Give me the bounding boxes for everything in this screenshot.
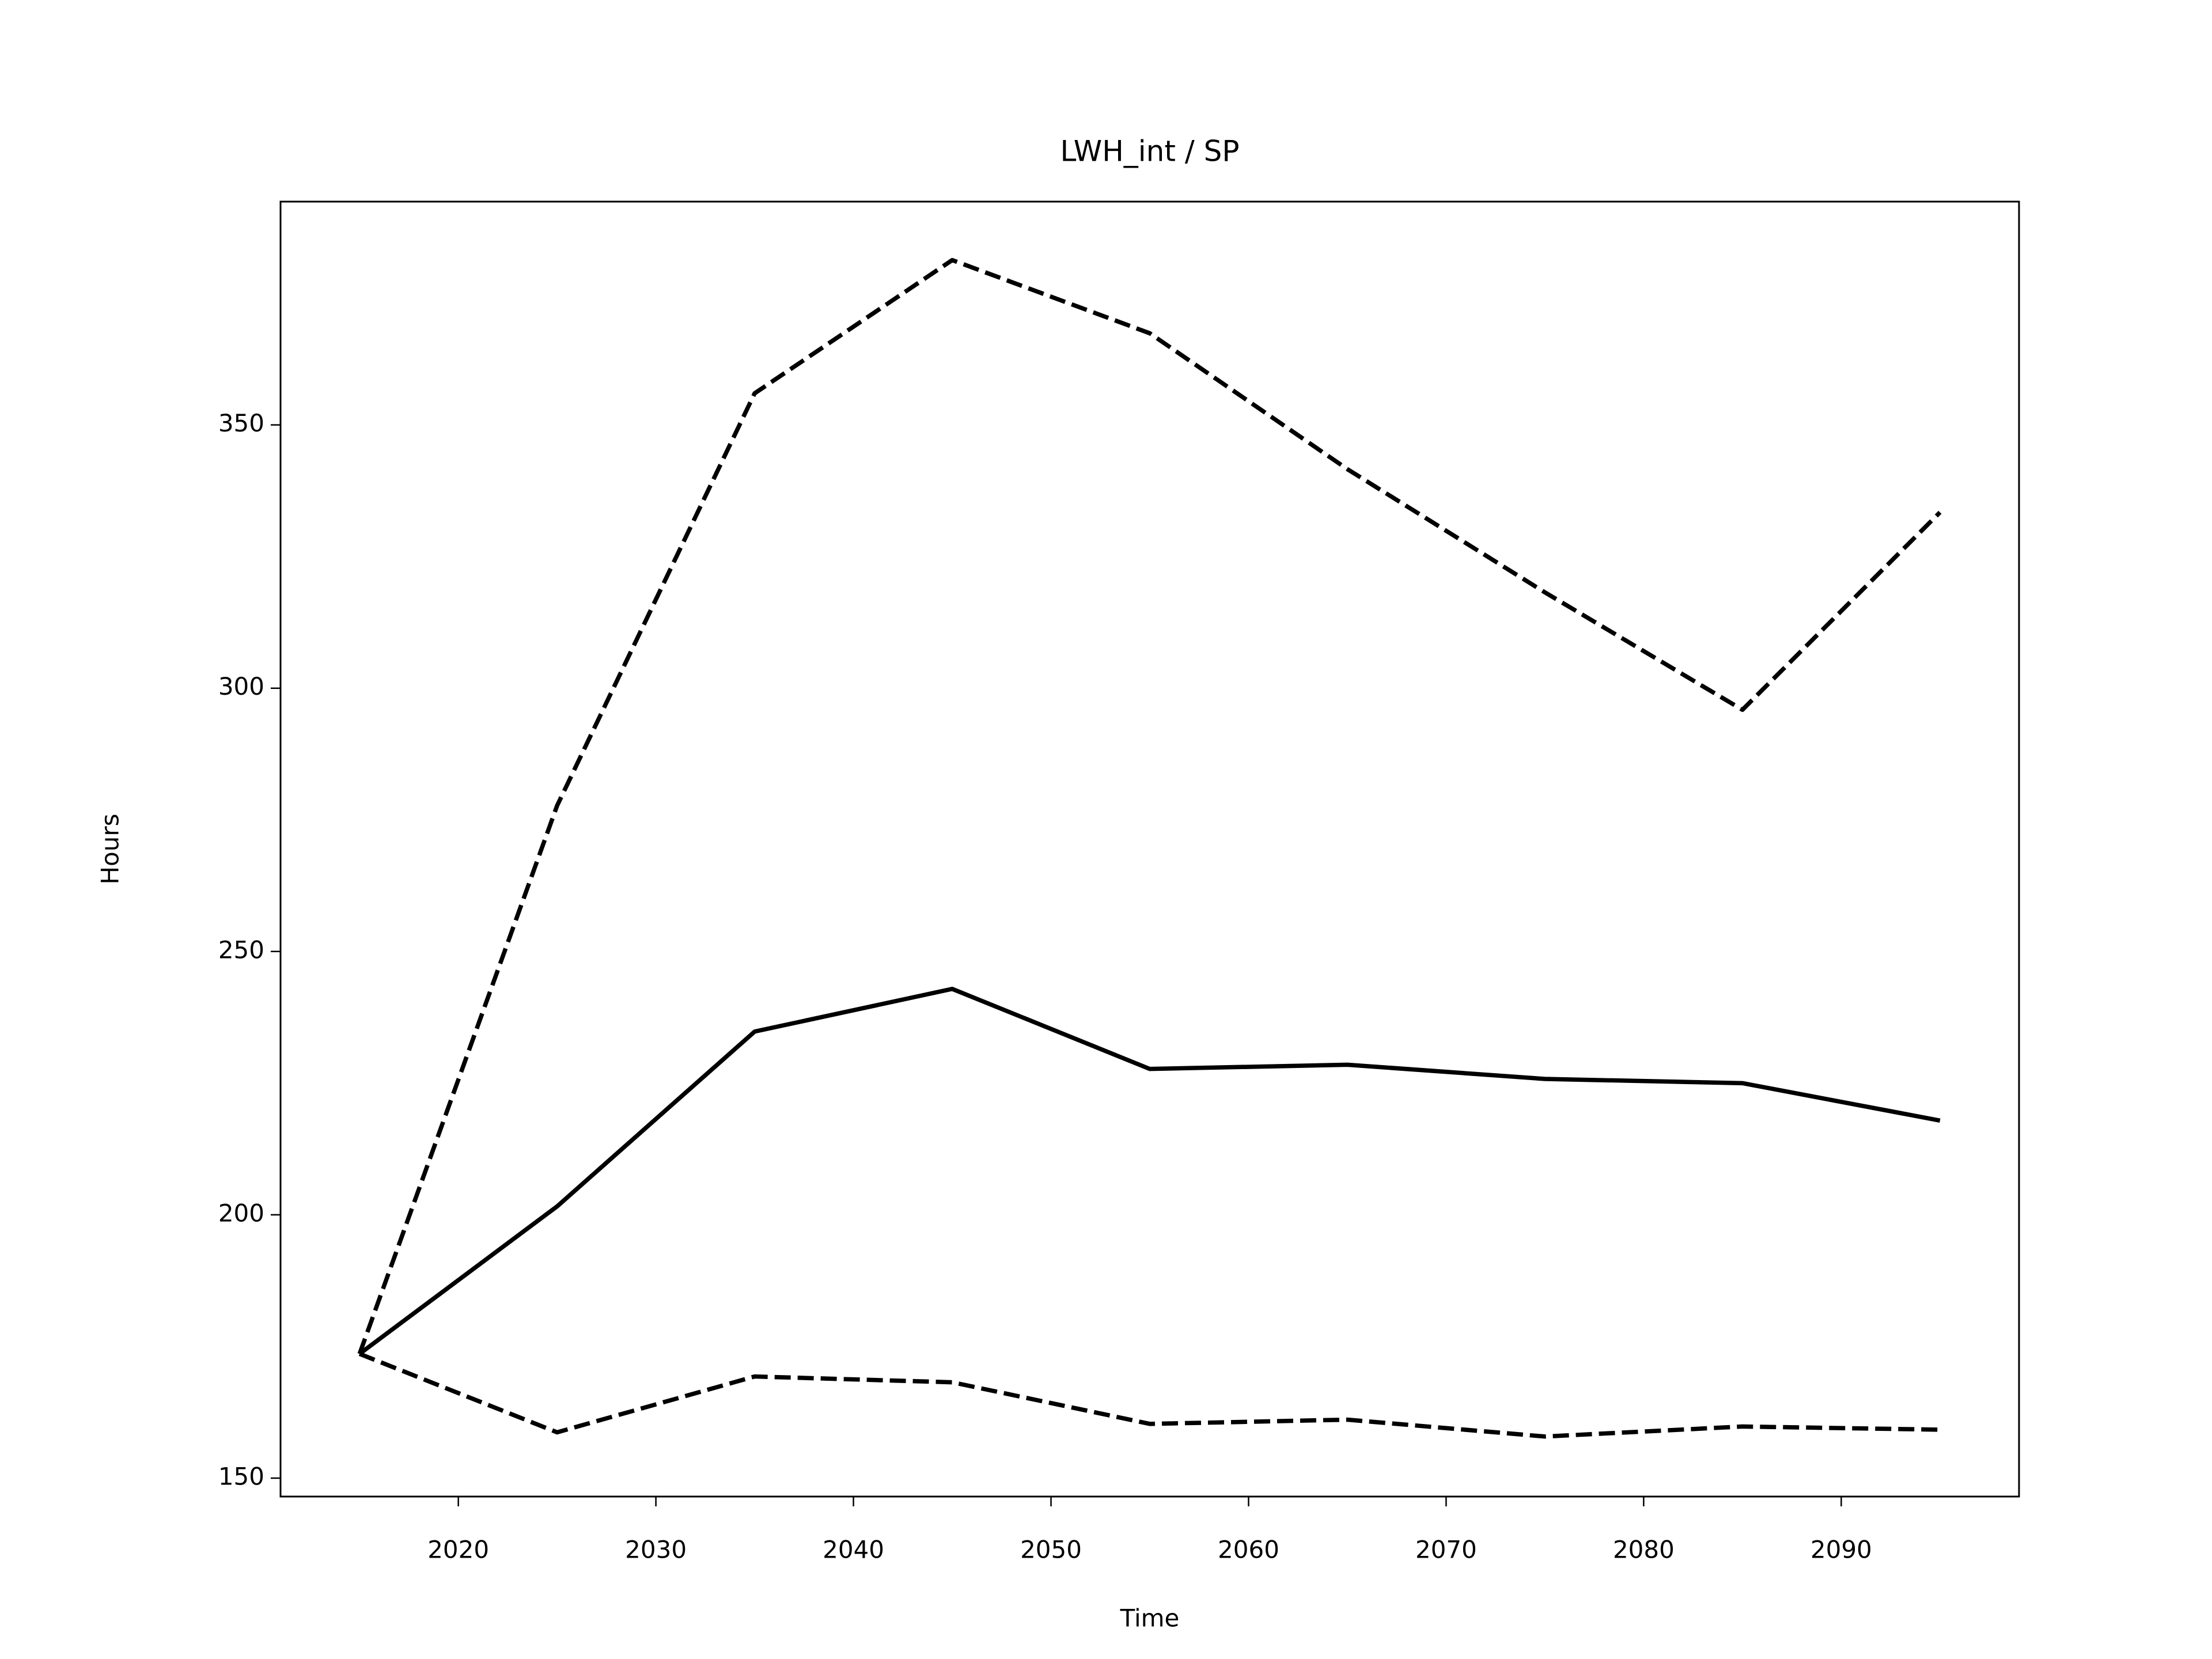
x-axis-label: Time (1120, 1604, 1180, 1633)
x-tick-label: 2090 (1810, 1536, 1872, 1564)
plot-frame (279, 200, 2020, 1498)
x-tick-label: 2030 (625, 1536, 687, 1564)
line-series (358, 986, 1941, 1356)
x-tick-label: 2020 (427, 1536, 489, 1564)
y-tick-label: 200 (218, 1199, 264, 1227)
y-tick-label: 250 (218, 935, 264, 964)
x-tick-label: 2050 (1020, 1536, 1082, 1564)
x-tick-label: 2060 (1218, 1536, 1279, 1564)
chart-title: LWH_int / SP (1060, 135, 1239, 168)
line-series (358, 1351, 1940, 1439)
x-tick-label: 2070 (1415, 1536, 1477, 1564)
x-tick-label: 2040 (823, 1536, 884, 1564)
y-axis-label: Hours (96, 813, 124, 884)
y-tick-label: 350 (218, 409, 264, 437)
y-tick-label: 150 (218, 1463, 264, 1491)
y-tick-label: 300 (218, 672, 264, 700)
line-series (357, 257, 1942, 1355)
x-tick-label: 2080 (1613, 1536, 1675, 1564)
